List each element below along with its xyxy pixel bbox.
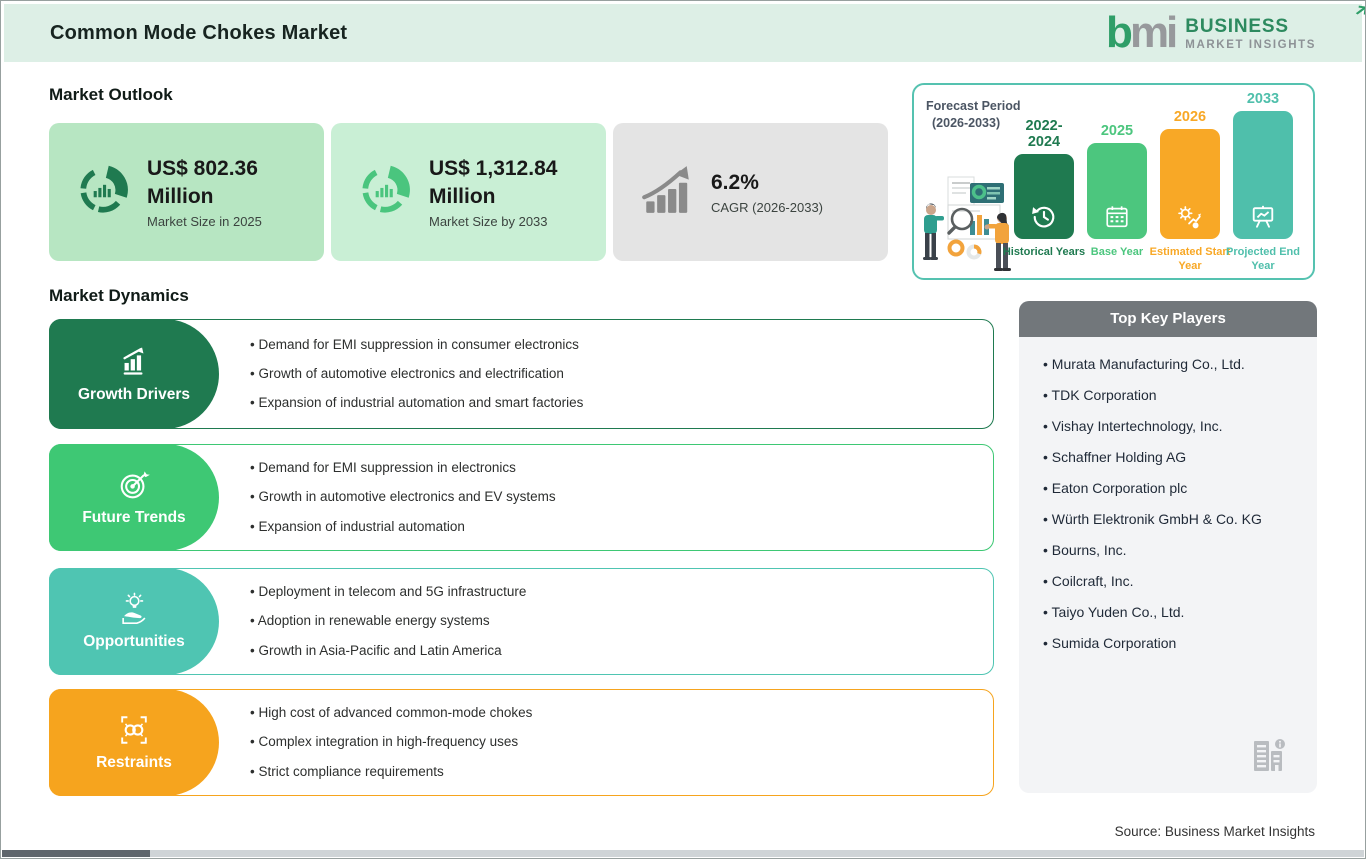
- growth-drivers-pill: Growth Drivers: [49, 319, 219, 429]
- key-player-item: Schaffner Holding AG: [1043, 450, 1309, 464]
- forecast-bar-historical-years: 2022-2024 Historical Years: [1003, 118, 1085, 258]
- key-player-item: Eaton Corporation plc: [1043, 481, 1309, 495]
- key-player-item: Taiyo Yuden Co., Ltd.: [1043, 605, 1309, 619]
- dynamics-bullet-list: Deployment in telecom and 5G infrastruct…: [250, 569, 977, 674]
- bullet-item: Expansion of industrial automation and s…: [250, 395, 977, 411]
- dynamics-row-restraints: Restraints High cost of advanced common-…: [49, 689, 994, 796]
- key-player-item: Coilcraft, Inc.: [1043, 574, 1309, 588]
- logo-line1: BUSINESS: [1185, 15, 1289, 37]
- market-outlook-heading: Market Outlook: [49, 85, 173, 104]
- bullet-item: Complex integration in high-frequency us…: [250, 734, 977, 750]
- forecast-period-panel: Forecast Period (2026-2033): [912, 83, 1315, 280]
- forecast-bar-label: Projected End Year: [1226, 246, 1300, 273]
- forecast-bar-year: 2025: [1100, 123, 1134, 139]
- bullet-item: Growth in automotive electronics and EV …: [250, 489, 977, 505]
- building-info-icon: [1254, 739, 1285, 771]
- stat-text: 6.2% CAGR (2026-2033): [711, 169, 881, 215]
- donut-chart-icon: [75, 162, 131, 223]
- stat-value: US$ 802.36 Million: [147, 157, 258, 208]
- key-player-item: Würth Elektronik GmbH & Co. KG: [1043, 512, 1309, 526]
- header: Common Mode Chokes Market bmi BUSINESS M…: [4, 4, 1365, 62]
- dynamics-row-title: Future Trends: [82, 509, 186, 526]
- idea-hand-icon: [122, 592, 146, 624]
- opportunities-pill: Opportunities: [49, 568, 219, 675]
- dynamics-row-title: Growth Drivers: [78, 385, 190, 403]
- bullet-item: Growth of automotive electronics and ele…: [250, 366, 977, 382]
- chain-link-icon: [121, 716, 147, 744]
- bullet-item: Growth in Asia-Pacific and Latin America: [250, 643, 977, 659]
- bullet-item: High cost of advanced common-mode chokes: [250, 705, 977, 721]
- forecast-period-title: Forecast Period (2026-2033): [926, 99, 1021, 130]
- gear-chart-icon: [1178, 206, 1202, 229]
- stat-text: US$ 802.36 Million Market Size in 2025: [147, 155, 317, 229]
- restraints-pill: Restraints: [49, 689, 219, 796]
- page-title: Common Mode Chokes Market: [50, 21, 348, 44]
- forecast-bar-estimated-start-year: 2026 Estimated Start Year: [1150, 109, 1231, 272]
- dynamics-row-future-trends: Future Trends Demand for EMI suppression…: [49, 444, 994, 551]
- stat-value: US$ 1,312.84 Million: [429, 157, 558, 208]
- key-players-panel: Top Key Players Murata Manufacturing Co.…: [1019, 301, 1317, 793]
- growth-chart-icon: [123, 346, 144, 375]
- bullet-item: Demand for EMI suppression in electronic…: [250, 460, 977, 476]
- forecast-bar-year: 2026: [1173, 109, 1207, 125]
- stat-card-market-size-2033: US$ 1,312.84 Million Market Size by 2033: [331, 123, 606, 261]
- market-dynamics-heading: Market Dynamics: [49, 286, 189, 305]
- horizontal-scrollbar[interactable]: [2, 850, 1364, 857]
- calendar-icon: [1106, 206, 1128, 228]
- bmi-logo: bmi BUSINESS MARKET INSIGHTS: [1106, 5, 1365, 57]
- target-dart-icon: [120, 471, 150, 499]
- logo-arrow-icon: [1355, 5, 1365, 15]
- key-player-item: Murata Manufacturing Co., Ltd.: [1043, 357, 1309, 371]
- analytics-illustration: [923, 176, 1011, 271]
- stat-value: 6.2%: [711, 170, 759, 194]
- forecast-bar-label: Historical Years: [1002, 246, 1086, 258]
- bullet-item: Strict compliance requirements: [250, 764, 977, 780]
- stat-label: Market Size in 2025: [147, 213, 262, 229]
- donut-chart-icon: [357, 162, 413, 223]
- dynamics-bullet-list: Demand for EMI suppression in electronic…: [250, 445, 977, 550]
- dynamics-bullet-list: High cost of advanced common-mode chokes…: [250, 690, 977, 795]
- stat-label: CAGR (2026-2033): [711, 200, 823, 216]
- forecast-bar-base-year: 2025 Base Year: [1087, 123, 1147, 258]
- stat-card-cagr: 6.2% CAGR (2026-2033): [613, 123, 888, 261]
- key-player-item: Bourns, Inc.: [1043, 543, 1309, 557]
- forecast-bar-column: [1233, 111, 1293, 239]
- forecast-bar-column: [1087, 143, 1147, 239]
- forecast-bar-year: 2022-2024: [1025, 118, 1063, 150]
- bullet-item: Deployment in telecom and 5G infrastruct…: [250, 584, 977, 600]
- bullet-item: Adoption in renewable energy systems: [250, 613, 977, 629]
- forecast-bar-column: [1160, 129, 1220, 239]
- bullet-item: Demand for EMI suppression in consumer e…: [250, 337, 977, 353]
- key-player-item: Sumida Corporation: [1043, 636, 1309, 650]
- logo-line2: MARKET INSIGHTS: [1185, 38, 1316, 51]
- bmi-logo-mark: bmi: [1106, 8, 1178, 57]
- dynamics-row-title: Opportunities: [83, 633, 185, 650]
- dynamics-bullet-list: Demand for EMI suppression in consumer e…: [250, 320, 977, 428]
- key-players-list: Murata Manufacturing Co., Ltd. TDK Corpo…: [1019, 337, 1317, 650]
- stat-label: Market Size by 2033: [429, 213, 548, 229]
- presentation-chart-icon: [1252, 205, 1274, 228]
- forecast-bar-label: Estimated Start Year: [1149, 246, 1231, 273]
- forecast-bar-column: [1014, 154, 1074, 239]
- stat-text: US$ 1,312.84 Million Market Size by 2033: [429, 155, 599, 229]
- key-players-heading: Top Key Players: [1019, 301, 1317, 337]
- forecast-bar-year: 2033: [1246, 91, 1280, 107]
- scrollbar-thumb[interactable]: [2, 850, 150, 857]
- future-trends-pill: Future Trends: [49, 444, 219, 551]
- growth-trend-icon: [639, 162, 695, 223]
- dynamics-row-title: Restraints: [96, 754, 172, 771]
- stat-card-market-size-2025: US$ 802.36 Million Market Size in 2025: [49, 123, 324, 261]
- logo-wordmark: BUSINESS MARKET INSIGHTS: [1185, 16, 1316, 51]
- key-player-item: Vishay Intertechnology, Inc.: [1043, 419, 1309, 433]
- bullet-item: Expansion of industrial automation: [250, 519, 977, 535]
- forecast-bar-label: Base Year: [1090, 246, 1144, 258]
- dynamics-row-opportunities: Opportunities Deployment in telecom and …: [49, 568, 994, 675]
- forecast-bar-projected-end-year: 2033 Projected End Year: [1226, 91, 1300, 272]
- source-note: Source: Business Market Insights: [1114, 824, 1315, 839]
- key-player-item: TDK Corporation: [1043, 388, 1309, 402]
- dynamics-row-growth-drivers: Growth Drivers Demand for EMI suppressio…: [49, 319, 994, 429]
- history-clock-icon: [1032, 206, 1055, 228]
